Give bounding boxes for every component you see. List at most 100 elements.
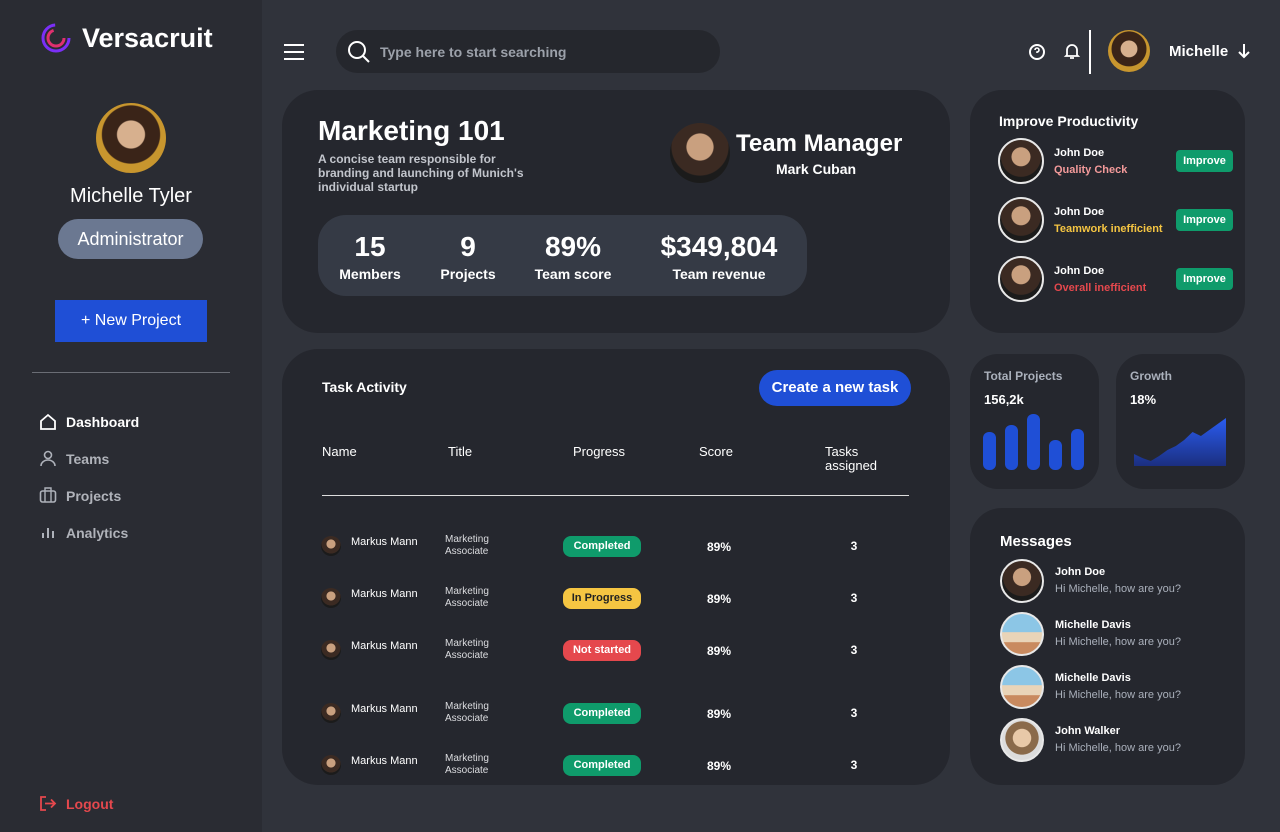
search-placeholder: Type here to start searching <box>380 43 567 60</box>
growth-area <box>1134 418 1226 466</box>
nav-item[interactable]: Dashboard <box>66 413 140 430</box>
bar <box>1049 440 1062 470</box>
row-score: 89% <box>706 643 732 658</box>
manager-role: Team Manager <box>736 129 903 157</box>
column-header: Score <box>699 444 733 459</box>
projects-chart <box>983 414 1084 470</box>
row-avatar <box>321 755 341 775</box>
status-badge: In Progress <box>563 588 641 609</box>
message-sender[interactable]: Michelle Davis <box>1055 619 1131 632</box>
nav-item[interactable]: Analytics <box>66 524 129 541</box>
nav-item[interactable]: Projects <box>66 487 122 504</box>
row-score: 89% <box>706 706 732 721</box>
dropdown-icon[interactable] <box>1236 43 1252 59</box>
manager-name: Mark Cuban <box>775 160 857 177</box>
improve-button[interactable]: Improve <box>1176 268 1233 290</box>
bar <box>1027 414 1040 470</box>
row-tasks: 3 <box>850 705 858 720</box>
profile-avatar <box>96 103 166 173</box>
row-score: 89% <box>706 591 732 606</box>
logout-link[interactable]: Logout <box>66 795 114 812</box>
role-pill: Administrator <box>58 219 203 259</box>
user-avatar <box>1108 30 1150 72</box>
row-tasks: 3 <box>850 642 858 657</box>
message-sender[interactable]: Michelle Davis <box>1055 672 1131 685</box>
column-header: Progress <box>573 444 626 459</box>
task-title: Task Activity <box>322 378 407 395</box>
team-description: A concise team responsible for branding … <box>318 152 524 194</box>
growth-value: 18% <box>1130 392 1157 408</box>
logout-icon <box>40 796 57 811</box>
bar <box>983 432 996 470</box>
stat-label: Projects <box>440 265 496 282</box>
stat-value: 89% <box>544 231 602 263</box>
stat-label: Team revenue <box>672 265 766 282</box>
help-icon[interactable] <box>1028 43 1046 61</box>
bar <box>1071 429 1084 470</box>
productivity-title: Improve Productivity <box>999 112 1139 129</box>
total-projects-label: Total Projects <box>984 368 1063 383</box>
stat-label: Team score <box>534 265 612 282</box>
message-text: Hi Michelle, how are you? <box>1055 583 1181 596</box>
bell-icon[interactable] <box>1063 42 1081 60</box>
stat-value: 15 <box>354 231 386 263</box>
row-name: Markus Mann <box>351 588 418 601</box>
sidebar-divider <box>32 372 230 373</box>
user-name[interactable]: Michelle <box>1169 43 1229 60</box>
row-title: Marketing Associate <box>445 701 489 724</box>
row-avatar <box>321 536 341 556</box>
team-title: Marketing 101 <box>318 115 505 147</box>
search-icon <box>348 41 370 63</box>
new-project-button[interactable]: + New Project <box>55 300 207 342</box>
stat-label: Members <box>339 265 401 282</box>
row-title: Marketing Associate <box>445 534 489 557</box>
message-avatar <box>1000 665 1044 709</box>
person-name: John Doe <box>1054 265 1105 278</box>
issue: Teamwork inefficient <box>1054 223 1163 236</box>
person-avatar <box>998 256 1044 302</box>
message-text: Hi Michelle, how are you? <box>1055 636 1181 649</box>
row-tasks: 3 <box>850 757 858 772</box>
growth-label: Growth <box>1130 368 1172 383</box>
brand-logo <box>41 23 71 53</box>
message-avatar <box>1000 612 1044 656</box>
message-avatar <box>1000 559 1044 603</box>
column-header: Tasks assigned <box>825 444 878 473</box>
improve-button[interactable]: Improve <box>1176 150 1233 172</box>
message-sender[interactable]: John Doe <box>1055 566 1106 579</box>
row-score: 89% <box>706 539 732 554</box>
issue: Overall inefficient <box>1054 282 1147 295</box>
create-task-button[interactable]: Create a new task <box>759 370 911 406</box>
row-avatar <box>321 588 341 608</box>
stats-pill <box>318 215 807 296</box>
column-header: Title <box>448 444 473 459</box>
messages-title: Messages <box>1000 533 1072 550</box>
person-avatar <box>998 138 1044 184</box>
improve-button[interactable]: Improve <box>1176 209 1233 231</box>
status-badge: Completed <box>563 755 641 776</box>
row-name: Markus Mann <box>351 703 418 716</box>
issue: Quality Check <box>1054 164 1128 177</box>
row-tasks: 3 <box>850 538 858 553</box>
brand-name: Versacruit <box>82 22 213 53</box>
row-name: Markus Mann <box>351 536 418 549</box>
manager-avatar <box>670 123 730 183</box>
status-badge: Completed <box>563 703 641 724</box>
message-text: Hi Michelle, how are you? <box>1055 689 1181 702</box>
header-rule <box>322 495 909 496</box>
row-avatar <box>321 703 341 723</box>
stat-value: 9 <box>460 231 476 263</box>
row-name: Markus Mann <box>351 640 418 653</box>
message-sender[interactable]: John Walker <box>1055 725 1120 738</box>
total-projects-value: 156,2k <box>984 392 1024 408</box>
search-box[interactable] <box>336 30 720 73</box>
person-name: John Doe <box>1054 206 1105 219</box>
row-title: Marketing Associate <box>445 638 489 661</box>
nav-item[interactable]: Teams <box>66 450 110 467</box>
growth-chart <box>1134 418 1226 466</box>
column-header: Name <box>322 444 357 459</box>
message-avatar <box>1000 718 1044 762</box>
menu-icon[interactable] <box>283 43 305 61</box>
person-avatar <box>998 197 1044 243</box>
row-tasks: 3 <box>850 590 858 605</box>
